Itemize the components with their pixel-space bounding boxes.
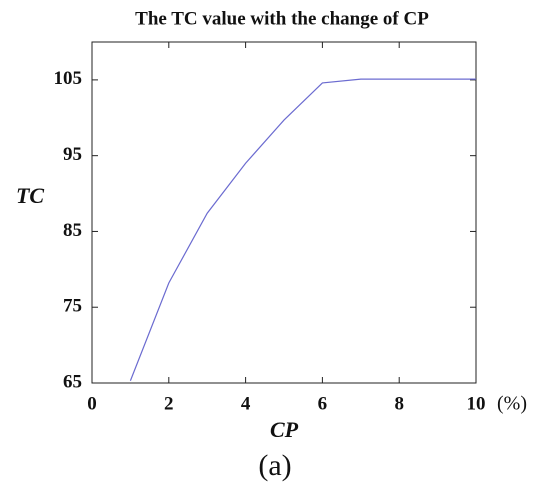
y-tick-label: 85 — [63, 220, 82, 241]
y-axis-label: TC — [16, 183, 44, 208]
x-tick-label: 2 — [164, 393, 174, 414]
y-tick-label: 105 — [54, 68, 83, 89]
x-tick-label: 4 — [241, 393, 251, 414]
data-line — [129, 78, 476, 381]
y-tick-label: 65 — [63, 371, 82, 392]
y-tick-label: 95 — [63, 144, 82, 165]
plot-frame — [91, 41, 477, 384]
panel-label: (a) — [258, 449, 291, 482]
y-tick-label: 75 — [63, 296, 82, 317]
x-tick-label: 8 — [394, 393, 404, 414]
x-tick-label: 0 — [87, 393, 97, 414]
x-tick-label: 6 — [318, 393, 328, 414]
chart-title: The TC value with the change of CP — [135, 8, 429, 29]
x-tick-label: 10 — [467, 393, 486, 414]
x-axis-label: CP — [270, 417, 299, 442]
x-unit-label: (%) — [497, 393, 527, 415]
